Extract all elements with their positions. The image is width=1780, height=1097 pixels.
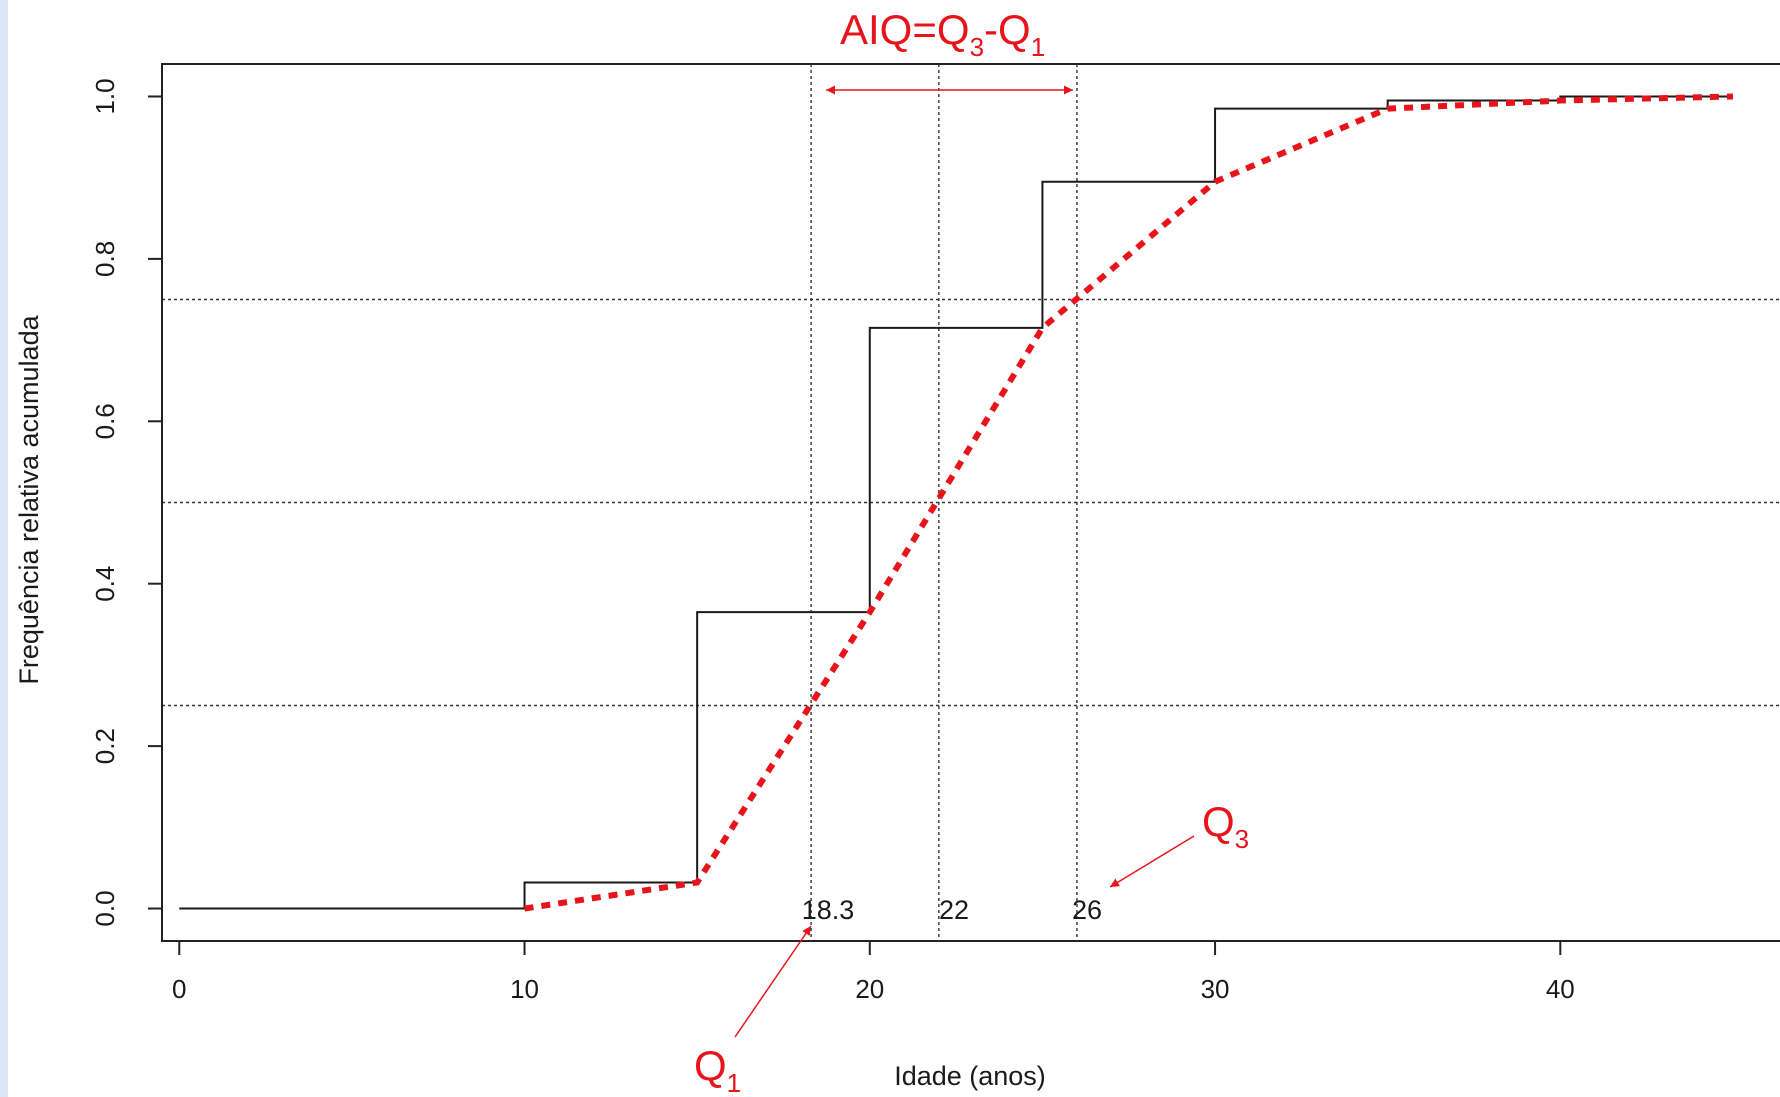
step-series-line: [179, 95, 1733, 910]
y-axis-title: Frequência relativa acumulada: [14, 314, 44, 684]
y-tick-label: 0.4: [90, 566, 120, 602]
value-label-q3: 26: [1072, 895, 1102, 925]
x-axis-title: Idade (anos): [894, 1061, 1046, 1091]
reference-lines: [162, 64, 1780, 941]
axes-layer: 0 10 20 30 40 0.0 0.2 0.4 0.6 0.8 1.0: [90, 78, 1575, 1004]
y-tick-label: 0.8: [90, 241, 120, 277]
y-tick-label: 0.6: [90, 403, 120, 439]
y-tick-label: 1.0: [90, 78, 120, 114]
q1-arrow: [734, 925, 812, 1038]
value-label-median: 22: [939, 895, 969, 925]
x-tick-label: 30: [1201, 974, 1230, 1004]
quartile-value-labels: 18.3 22 26: [802, 895, 1102, 925]
series-layer: [179, 93, 1734, 912]
ogive-dashed-line: [524, 93, 1734, 912]
x-tick-label: 20: [855, 974, 884, 1004]
x-tick-label: 10: [510, 974, 539, 1004]
x-tick-label: 40: [1546, 974, 1575, 1004]
value-label-q1: 18.3: [802, 895, 855, 925]
x-tick-label: 0: [172, 974, 186, 1004]
q3-label: Q3: [1202, 798, 1249, 854]
q3-arrow: [1109, 835, 1195, 888]
annotations: AIQ=Q3-Q1 Q1 Q3: [694, 6, 1249, 1097]
y-tick-label: 0.0: [90, 890, 120, 926]
y-tick-label: 0.2: [90, 728, 120, 764]
q1-label: Q1: [694, 1042, 741, 1097]
left-edge-strip: [0, 0, 8, 1097]
iqr-formula-label: AIQ=Q3-Q1: [840, 6, 1045, 62]
